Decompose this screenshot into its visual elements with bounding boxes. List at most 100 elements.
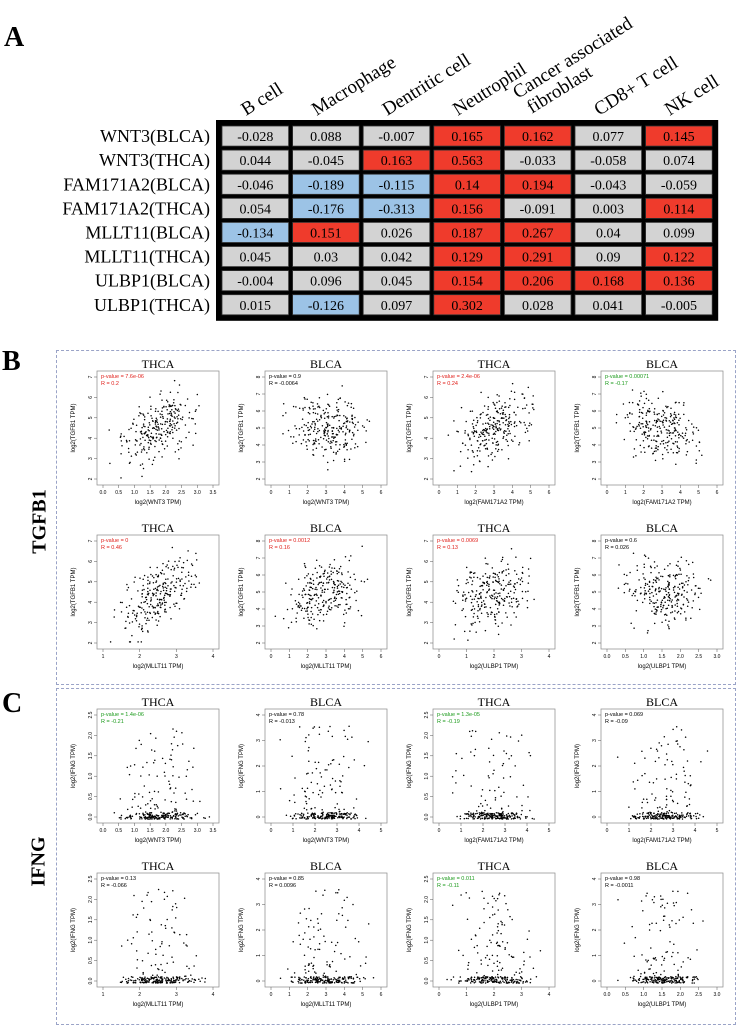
data-point [495, 942, 498, 945]
data-point [635, 438, 638, 441]
data-point [305, 585, 307, 587]
data-point [159, 423, 162, 425]
data-point [309, 407, 311, 410]
data-point [494, 579, 497, 582]
data-point [290, 980, 293, 982]
data-point [519, 579, 522, 581]
data-point [648, 407, 651, 410]
data-point [317, 613, 319, 616]
data-point [320, 581, 323, 584]
data-point [156, 429, 159, 431]
data-point [656, 599, 659, 601]
data-point [308, 746, 310, 749]
data-point [695, 817, 698, 820]
data-point [501, 922, 503, 924]
data-point [308, 623, 310, 625]
data-point [172, 815, 175, 817]
x-tick-label: 0 [438, 654, 441, 660]
data-point [337, 398, 340, 401]
data-point [494, 404, 496, 406]
data-point [135, 950, 138, 952]
data-point [476, 600, 478, 603]
data-point [623, 573, 626, 576]
data-point [315, 559, 318, 562]
data-point [312, 967, 314, 970]
data-point [153, 818, 156, 820]
data-point [463, 817, 466, 820]
data-point [186, 981, 189, 983]
data-point [685, 791, 687, 794]
data-point [686, 599, 689, 601]
data-point [653, 605, 655, 608]
cell-value: 0.099 [663, 226, 695, 241]
data-point [678, 573, 680, 576]
x-tick-label: 2 [138, 654, 141, 660]
data-point [685, 443, 687, 445]
data-point [508, 758, 510, 760]
r-value-label: R = 0.026 [605, 545, 629, 551]
data-point [692, 573, 695, 575]
data-point [498, 400, 501, 402]
data-point [139, 464, 142, 466]
data-point [456, 579, 459, 581]
data-point [313, 926, 315, 928]
data-point [634, 428, 637, 430]
y-tick-label: 3 [88, 457, 94, 460]
x-tick-label: 5 [361, 654, 364, 660]
data-point [336, 409, 338, 411]
data-point [676, 743, 679, 745]
data-point [146, 611, 149, 613]
y-tick-label: 4 [424, 601, 430, 604]
data-point [653, 408, 656, 410]
data-point [495, 815, 498, 817]
data-point [157, 976, 160, 978]
data-point [535, 976, 538, 978]
data-point [321, 601, 324, 603]
data-point [310, 586, 313, 589]
data-point [344, 958, 346, 960]
data-point [295, 617, 297, 620]
scatter-points [108, 379, 200, 479]
data-point [482, 981, 484, 984]
cell-value: 0.156 [451, 202, 483, 217]
data-point [510, 423, 513, 426]
data-point [349, 956, 351, 958]
data-point [462, 599, 464, 602]
data-point [336, 427, 338, 430]
data-point [515, 573, 518, 575]
data-point [155, 592, 157, 594]
data-point [344, 981, 347, 983]
r-value-label: R = -0.066 [101, 883, 127, 889]
data-point [687, 579, 690, 582]
data-point [456, 589, 458, 592]
data-point [318, 943, 321, 945]
data-point [694, 593, 696, 596]
data-point [462, 608, 465, 610]
data-point [347, 976, 349, 978]
data-point [664, 447, 666, 449]
y-tick-label: 3 [88, 621, 94, 624]
data-point [166, 421, 169, 423]
data-point [654, 459, 657, 462]
data-point [470, 815, 472, 818]
x-tick-label: 2 [650, 828, 653, 834]
data-point [150, 976, 153, 979]
data-point [165, 589, 168, 592]
data-point [355, 599, 357, 602]
data-point [193, 978, 196, 981]
data-point [638, 579, 640, 581]
data-point [469, 595, 472, 598]
data-point [451, 792, 454, 794]
data-point [315, 432, 318, 435]
row-label: FAM171A2(THCA) [62, 198, 210, 219]
data-point [157, 612, 160, 615]
data-point [156, 419, 158, 421]
x-tick-label: 1.5 [147, 490, 154, 496]
data-point [311, 772, 314, 774]
plot-frame [96, 370, 220, 486]
data-point [483, 908, 485, 910]
data-point [671, 976, 673, 979]
data-point [148, 812, 151, 814]
data-point [663, 588, 665, 590]
data-point [160, 390, 162, 392]
